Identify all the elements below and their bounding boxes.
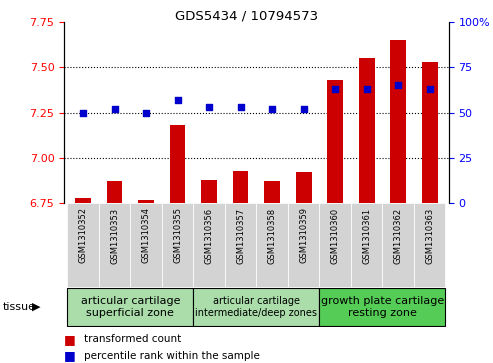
Point bbox=[331, 86, 339, 92]
Bar bbox=[193, 203, 225, 287]
Bar bbox=[288, 203, 319, 287]
Bar bbox=[422, 62, 438, 203]
Text: GSM1310352: GSM1310352 bbox=[78, 207, 87, 264]
Bar bbox=[383, 203, 414, 287]
Bar bbox=[319, 287, 446, 326]
Text: ■: ■ bbox=[64, 333, 76, 346]
Bar bbox=[319, 203, 351, 287]
Text: GSM1310362: GSM1310362 bbox=[394, 207, 403, 264]
Bar bbox=[201, 180, 217, 203]
Text: growth plate cartilage
resting zone: growth plate cartilage resting zone bbox=[321, 296, 444, 318]
Bar bbox=[138, 200, 154, 203]
Text: tissue: tissue bbox=[2, 302, 35, 312]
Text: percentile rank within the sample: percentile rank within the sample bbox=[84, 351, 260, 361]
Bar bbox=[193, 287, 319, 326]
Text: ■: ■ bbox=[64, 349, 76, 362]
Text: GSM1310355: GSM1310355 bbox=[173, 207, 182, 264]
Text: GSM1310361: GSM1310361 bbox=[362, 207, 371, 264]
Text: transformed count: transformed count bbox=[84, 334, 181, 344]
Bar bbox=[296, 172, 312, 203]
Point bbox=[110, 106, 118, 112]
Bar bbox=[67, 203, 99, 287]
Bar bbox=[390, 40, 406, 203]
Text: GSM1310357: GSM1310357 bbox=[236, 207, 245, 264]
Point bbox=[268, 106, 276, 112]
Point bbox=[174, 97, 181, 103]
Text: articular cartilage
intermediate/deep zones: articular cartilage intermediate/deep zo… bbox=[195, 296, 317, 318]
Text: GSM1310363: GSM1310363 bbox=[425, 207, 434, 264]
Bar bbox=[327, 80, 343, 203]
Bar bbox=[256, 203, 288, 287]
Text: GSM1310354: GSM1310354 bbox=[141, 207, 150, 264]
Point bbox=[394, 82, 402, 88]
Bar bbox=[75, 198, 91, 203]
Point bbox=[205, 104, 213, 110]
Bar bbox=[130, 203, 162, 287]
Bar bbox=[99, 203, 130, 287]
Bar bbox=[351, 203, 383, 287]
Text: GSM1310360: GSM1310360 bbox=[331, 207, 340, 264]
Point bbox=[363, 86, 371, 92]
Point bbox=[237, 104, 245, 110]
Text: ▶: ▶ bbox=[32, 302, 40, 312]
Bar bbox=[170, 125, 185, 203]
Text: GSM1310356: GSM1310356 bbox=[205, 207, 213, 264]
Point bbox=[142, 110, 150, 115]
Point bbox=[79, 110, 87, 115]
Bar bbox=[67, 287, 193, 326]
Text: GSM1310359: GSM1310359 bbox=[299, 207, 308, 264]
Text: articular cartilage
superficial zone: articular cartilage superficial zone bbox=[80, 296, 180, 318]
Bar bbox=[264, 182, 280, 203]
Bar bbox=[414, 203, 446, 287]
Point bbox=[426, 86, 434, 92]
Bar bbox=[233, 171, 248, 203]
Bar bbox=[359, 58, 375, 203]
Text: GDS5434 / 10794573: GDS5434 / 10794573 bbox=[175, 9, 318, 22]
Bar bbox=[106, 182, 122, 203]
Text: GSM1310353: GSM1310353 bbox=[110, 207, 119, 264]
Text: GSM1310358: GSM1310358 bbox=[268, 207, 277, 264]
Bar bbox=[225, 203, 256, 287]
Point bbox=[300, 106, 308, 112]
Bar bbox=[162, 203, 193, 287]
